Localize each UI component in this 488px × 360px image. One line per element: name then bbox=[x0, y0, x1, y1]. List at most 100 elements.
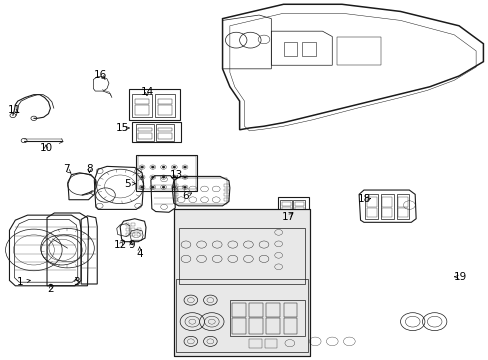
Bar bbox=[249, 339, 261, 348]
Bar bbox=[294, 207, 304, 211]
Bar bbox=[131, 224, 135, 226]
Bar bbox=[137, 228, 141, 231]
Bar bbox=[138, 156, 195, 189]
Text: 2: 2 bbox=[47, 284, 54, 294]
Bar bbox=[277, 197, 309, 214]
Bar bbox=[137, 233, 141, 236]
Bar bbox=[135, 105, 149, 116]
Bar bbox=[129, 89, 180, 120]
Text: 18: 18 bbox=[357, 194, 370, 204]
Bar bbox=[232, 303, 245, 317]
Bar bbox=[156, 125, 174, 140]
Circle shape bbox=[162, 166, 164, 168]
Bar bbox=[397, 197, 407, 207]
Bar bbox=[366, 208, 376, 217]
Circle shape bbox=[172, 166, 175, 168]
Bar bbox=[382, 197, 391, 207]
Text: 4: 4 bbox=[136, 248, 142, 258]
Bar bbox=[280, 200, 292, 212]
Circle shape bbox=[183, 186, 186, 188]
Bar bbox=[293, 200, 305, 212]
Bar bbox=[125, 233, 129, 236]
Bar bbox=[136, 125, 154, 140]
Bar bbox=[283, 318, 297, 334]
Bar bbox=[283, 303, 297, 317]
Bar bbox=[365, 194, 377, 219]
Bar bbox=[176, 178, 227, 204]
Text: 1: 1 bbox=[17, 277, 23, 287]
Text: 13: 13 bbox=[169, 170, 183, 180]
Bar bbox=[266, 318, 280, 334]
Text: 7: 7 bbox=[63, 164, 70, 174]
Bar bbox=[281, 202, 290, 206]
Circle shape bbox=[172, 176, 175, 178]
Bar bbox=[397, 208, 407, 217]
Bar bbox=[158, 105, 172, 116]
Bar bbox=[178, 228, 305, 284]
Text: 19: 19 bbox=[452, 272, 466, 282]
Text: 17: 17 bbox=[281, 212, 294, 221]
Circle shape bbox=[151, 186, 154, 188]
Bar bbox=[224, 193, 228, 196]
Bar bbox=[138, 128, 152, 131]
Text: 16: 16 bbox=[94, 70, 107, 80]
Bar bbox=[173, 209, 310, 356]
Text: 9: 9 bbox=[128, 240, 134, 250]
Circle shape bbox=[141, 176, 143, 178]
Circle shape bbox=[172, 186, 175, 188]
Bar bbox=[224, 198, 228, 201]
Bar bbox=[155, 94, 174, 117]
Bar bbox=[125, 228, 129, 231]
Bar bbox=[249, 318, 263, 334]
Text: 11: 11 bbox=[8, 105, 21, 115]
Text: 10: 10 bbox=[40, 143, 53, 153]
Text: 14: 14 bbox=[140, 87, 153, 97]
Bar bbox=[382, 208, 391, 217]
Bar bbox=[229, 300, 305, 336]
Bar bbox=[158, 99, 172, 104]
Circle shape bbox=[162, 186, 164, 188]
Bar bbox=[232, 318, 245, 334]
Bar bbox=[396, 194, 408, 219]
Bar bbox=[158, 128, 172, 131]
Bar bbox=[283, 42, 297, 56]
Bar bbox=[249, 303, 263, 317]
Text: 8: 8 bbox=[86, 164, 93, 174]
Bar bbox=[264, 339, 277, 348]
Circle shape bbox=[141, 166, 143, 168]
Bar bbox=[302, 42, 315, 56]
Bar bbox=[138, 133, 152, 139]
Bar bbox=[131, 228, 135, 231]
Circle shape bbox=[183, 176, 186, 178]
Bar bbox=[366, 197, 376, 207]
Bar bbox=[336, 37, 380, 65]
Bar bbox=[176, 279, 307, 352]
Bar bbox=[266, 303, 280, 317]
Bar bbox=[135, 99, 149, 104]
Bar bbox=[132, 122, 181, 142]
Text: 15: 15 bbox=[116, 123, 129, 133]
Circle shape bbox=[151, 166, 154, 168]
Text: 6: 6 bbox=[183, 191, 189, 201]
Bar bbox=[173, 184, 177, 187]
Bar bbox=[125, 224, 129, 226]
Bar bbox=[173, 193, 177, 196]
Bar bbox=[294, 202, 304, 206]
Circle shape bbox=[151, 176, 154, 178]
Circle shape bbox=[162, 176, 164, 178]
Text: 12: 12 bbox=[113, 240, 126, 250]
Text: 5: 5 bbox=[124, 179, 130, 189]
Bar bbox=[173, 189, 177, 192]
Bar bbox=[136, 155, 197, 191]
Bar bbox=[173, 209, 310, 356]
Text: 3: 3 bbox=[73, 277, 80, 287]
Bar bbox=[224, 189, 228, 192]
Bar bbox=[132, 94, 152, 117]
Bar bbox=[158, 133, 172, 139]
Bar bbox=[380, 194, 393, 219]
Bar bbox=[173, 198, 177, 201]
Bar bbox=[281, 207, 290, 211]
Circle shape bbox=[183, 166, 186, 168]
Circle shape bbox=[141, 186, 143, 188]
Bar bbox=[224, 184, 228, 187]
